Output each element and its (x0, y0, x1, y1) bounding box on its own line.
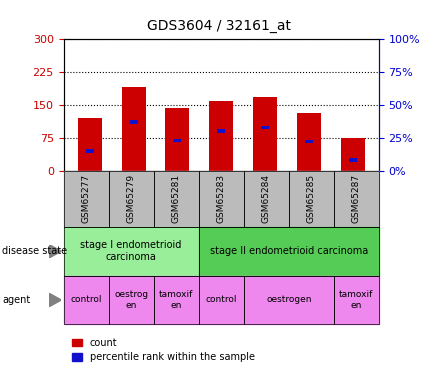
Bar (209, 102, 233, 171)
Text: GSM65283: GSM65283 (217, 174, 226, 223)
Polygon shape (49, 244, 61, 258)
Text: oestrog
en: oestrog en (114, 290, 148, 310)
Bar (130, 120, 138, 124)
Text: control: control (70, 296, 102, 304)
Text: GSM65279: GSM65279 (127, 174, 136, 223)
Text: tamoxif
en: tamoxif en (339, 290, 374, 310)
Text: GSM65287: GSM65287 (352, 174, 361, 223)
Bar (166, 108, 189, 171)
Bar (305, 140, 313, 144)
Bar (297, 113, 321, 171)
Bar (253, 97, 277, 171)
Bar (78, 118, 102, 171)
Bar (340, 138, 364, 171)
Text: oestrogen: oestrogen (266, 296, 311, 304)
Text: GSM65285: GSM65285 (307, 174, 316, 223)
Text: disease state: disease state (2, 246, 67, 256)
Legend: count, percentile rank within the sample: count, percentile rank within the sample (68, 334, 259, 366)
Bar (173, 139, 181, 142)
Bar (349, 158, 357, 162)
Text: GSM65277: GSM65277 (81, 174, 91, 223)
Bar (121, 87, 145, 171)
Text: stage I endometrioid
carcinoma: stage I endometrioid carcinoma (81, 240, 182, 262)
Polygon shape (49, 293, 61, 307)
Bar (217, 129, 225, 133)
Text: control: control (205, 296, 237, 304)
Text: agent: agent (2, 295, 30, 305)
Text: GSM65281: GSM65281 (172, 174, 180, 223)
Bar (86, 149, 94, 153)
Text: tamoxif
en: tamoxif en (159, 290, 193, 310)
Text: GDS3604 / 32161_at: GDS3604 / 32161_at (147, 19, 291, 33)
Text: GSM65284: GSM65284 (262, 174, 271, 223)
Text: stage II endometrioid carcinoma: stage II endometrioid carcinoma (210, 246, 368, 256)
Bar (261, 126, 269, 129)
